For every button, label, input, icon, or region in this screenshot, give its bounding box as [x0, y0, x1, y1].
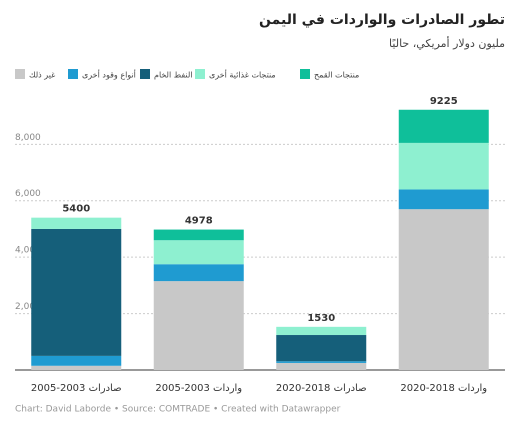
y-tick-label: 6,000	[15, 189, 41, 199]
bar-segment	[31, 365, 122, 370]
chart-subtitle: مليون دولار أمريكي، حاليًا	[389, 36, 505, 50]
x-tick-label: صادرات 2003-2005	[31, 383, 122, 394]
total-label: 4978	[185, 216, 213, 227]
legend-label: أنواع وقود أخرى	[82, 70, 136, 80]
bar-segment	[153, 240, 244, 265]
legend-swatch	[300, 69, 310, 79]
legend-label: منتجات غذائية أخرى	[209, 70, 276, 80]
legend-swatch	[195, 69, 205, 79]
x-tick-label: صادرات 2018-2020	[276, 383, 367, 394]
x-tick-label: واردات 2003-2005	[155, 383, 242, 394]
legend-swatch	[68, 69, 78, 79]
total-label: 1530	[307, 313, 335, 324]
y-tick-label: 4,000	[15, 246, 41, 256]
legend-label: غير ذلك	[29, 71, 55, 80]
bar-segment	[398, 142, 489, 190]
bar-segment	[153, 281, 244, 370]
bar-segment	[276, 362, 367, 370]
bar-segment	[276, 326, 367, 336]
y-tick-label: 8,000	[15, 133, 41, 143]
bar-segment	[31, 217, 122, 229]
bar-segment	[276, 335, 367, 362]
legend-label: النفط الخام	[154, 71, 192, 80]
total-label: 5400	[62, 204, 90, 215]
legend-swatch	[140, 69, 150, 79]
x-tick-label: واردات 2018-2020	[400, 383, 487, 394]
bar-segment	[398, 109, 489, 143]
source-note: Chart: David Laborde • Source: COMTRADE …	[15, 405, 341, 415]
bar-segment	[153, 229, 244, 241]
bar-segment	[398, 189, 489, 210]
legend-label: منتجات القمح	[314, 71, 359, 80]
bar-segment	[31, 355, 122, 366]
total-label: 9225	[430, 96, 458, 107]
y-tick-label: 2,000	[15, 302, 41, 312]
bar-segment	[398, 209, 489, 370]
legend-swatch	[15, 69, 25, 79]
bar-segment	[31, 228, 122, 356]
bar-segment	[153, 264, 244, 282]
chart-title: تطور الصادرات والواردات في اليمن	[259, 12, 505, 28]
bar-segment	[276, 361, 367, 363]
